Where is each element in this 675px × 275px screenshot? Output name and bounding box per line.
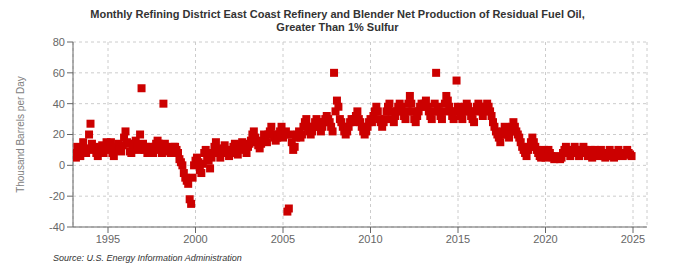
html-text:Monthly Refining District East: Monthly Refining District East Coast Ref…: [90, 8, 585, 20]
svg-text:0: 0: [59, 159, 65, 171]
svg-text:Thousand Barrels per Day: Thousand Barrels per Day: [15, 76, 26, 193]
svg-text:-20: -20: [49, 190, 65, 202]
html-text:Source: U.S. Energy Informatio: Source: U.S. Energy Information Administ…: [53, 253, 242, 263]
svg-text:20: 20: [53, 128, 65, 140]
svg-text:2005: 2005: [271, 233, 295, 245]
svg-text:-40: -40: [49, 221, 65, 233]
svg-text:2015: 2015: [446, 233, 470, 245]
svg-text:40: 40: [53, 98, 65, 110]
svg-text:80: 80: [53, 36, 65, 48]
svg-text:2000: 2000: [183, 233, 207, 245]
svg-text:2020: 2020: [533, 233, 557, 245]
svg-text:2010: 2010: [358, 233, 382, 245]
html-text:Greater Than 1% Sulfur: Greater Than 1% Sulfur: [276, 21, 399, 33]
svg-text:2025: 2025: [621, 233, 645, 245]
svg-text:60: 60: [53, 67, 65, 79]
svg-text:1995: 1995: [96, 233, 120, 245]
